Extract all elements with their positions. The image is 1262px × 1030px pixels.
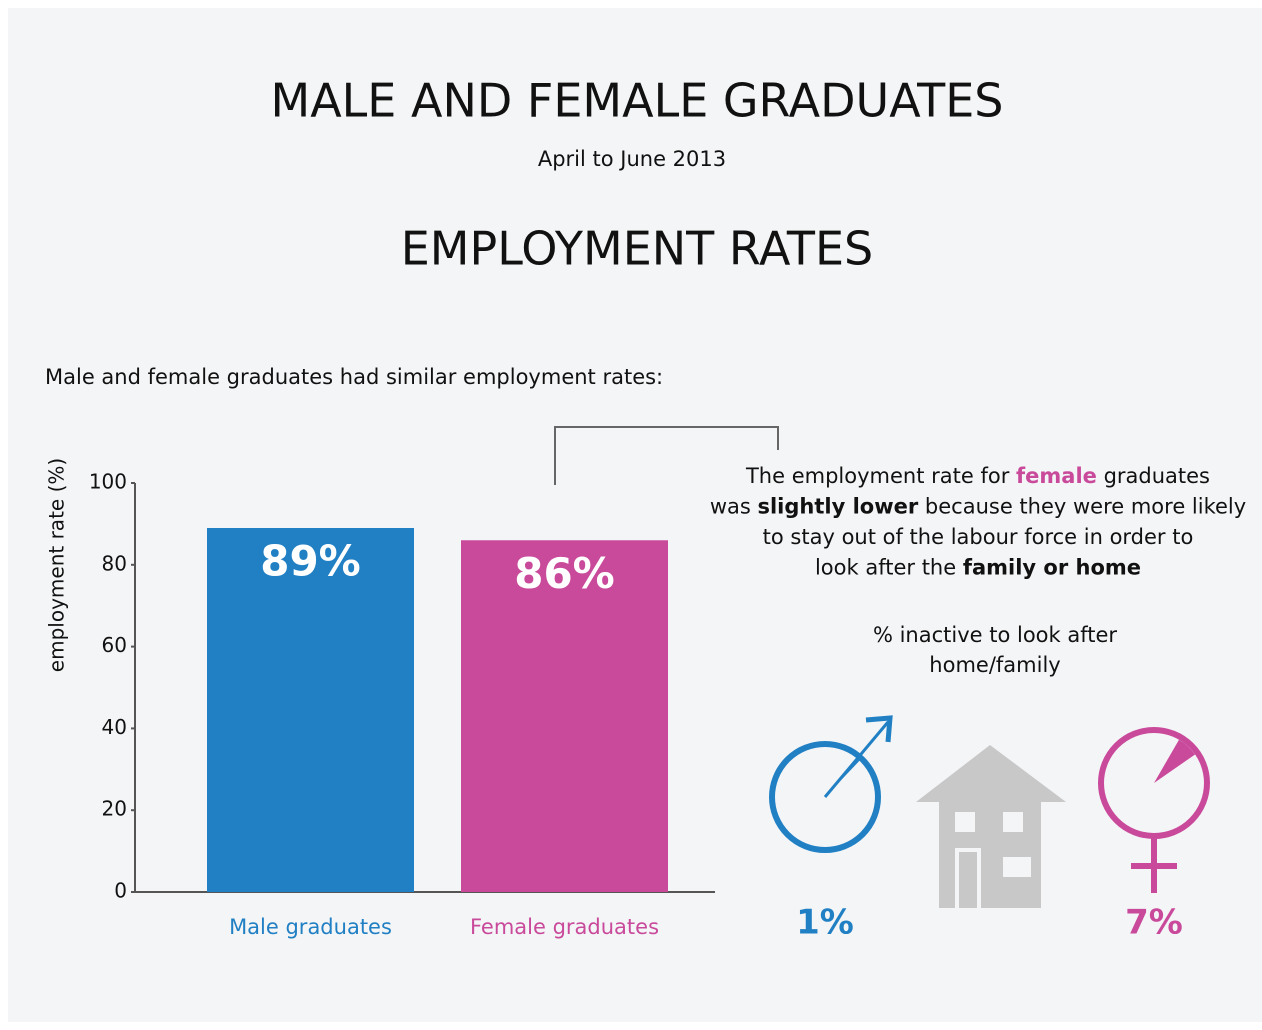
title: MALE AND FEMALE GRADUATES bbox=[271, 74, 1004, 128]
annotation-line: was slightly lower because they were mor… bbox=[710, 495, 1246, 519]
x-tick-label: Male graduates bbox=[229, 915, 392, 939]
y-tick-label: 40 bbox=[102, 715, 127, 739]
annotation-line: to stay out of the labour force in order… bbox=[763, 525, 1194, 549]
y-tick-label: 20 bbox=[102, 797, 127, 821]
annotation-line: look after the family or home bbox=[815, 556, 1141, 580]
intro: Male and female graduates had similar em… bbox=[45, 365, 663, 389]
y-tick-label: 60 bbox=[102, 633, 127, 657]
y-tick-label: 0 bbox=[114, 879, 127, 903]
bar bbox=[461, 540, 668, 892]
annotation-line: The employment rate for female graduates bbox=[745, 464, 1210, 488]
annotation-text: because they were more likely bbox=[918, 495, 1246, 519]
inactive-value-label: 7% bbox=[1125, 903, 1183, 943]
annotation-text: female bbox=[1016, 464, 1097, 488]
value-label: 86% bbox=[514, 549, 615, 598]
annotation-text: to stay out of the labour force in order… bbox=[763, 525, 1194, 549]
x-tick-label: Female graduates bbox=[470, 915, 659, 939]
inactive-wedge bbox=[825, 758, 860, 797]
inactive-title: % inactive to look after bbox=[873, 623, 1117, 647]
annotation-text: The employment rate for bbox=[745, 464, 1016, 488]
female-symbol bbox=[1098, 727, 1210, 893]
annotation-text: look after the bbox=[815, 556, 963, 580]
value-label: 89% bbox=[260, 536, 361, 585]
heading: EMPLOYMENT RATES bbox=[401, 222, 874, 276]
annotation-text: family or home bbox=[963, 556, 1141, 580]
y-tick-label: 80 bbox=[102, 551, 127, 575]
subtitle: April to June 2013 bbox=[538, 147, 726, 171]
house-icon bbox=[916, 745, 1066, 908]
annotation-text: graduates bbox=[1097, 464, 1210, 488]
y-axis-label: employment rate (%) bbox=[45, 458, 69, 672]
inactive-value-label: 1% bbox=[796, 903, 854, 943]
bar bbox=[207, 527, 414, 892]
bracket bbox=[554, 426, 779, 485]
y-tick-label: 100 bbox=[89, 470, 127, 494]
annotation-text: was bbox=[710, 495, 758, 519]
annotation-text: slightly lower bbox=[757, 495, 918, 519]
inactive-title: home/family bbox=[929, 653, 1060, 677]
inactive-wedge bbox=[1154, 739, 1196, 783]
